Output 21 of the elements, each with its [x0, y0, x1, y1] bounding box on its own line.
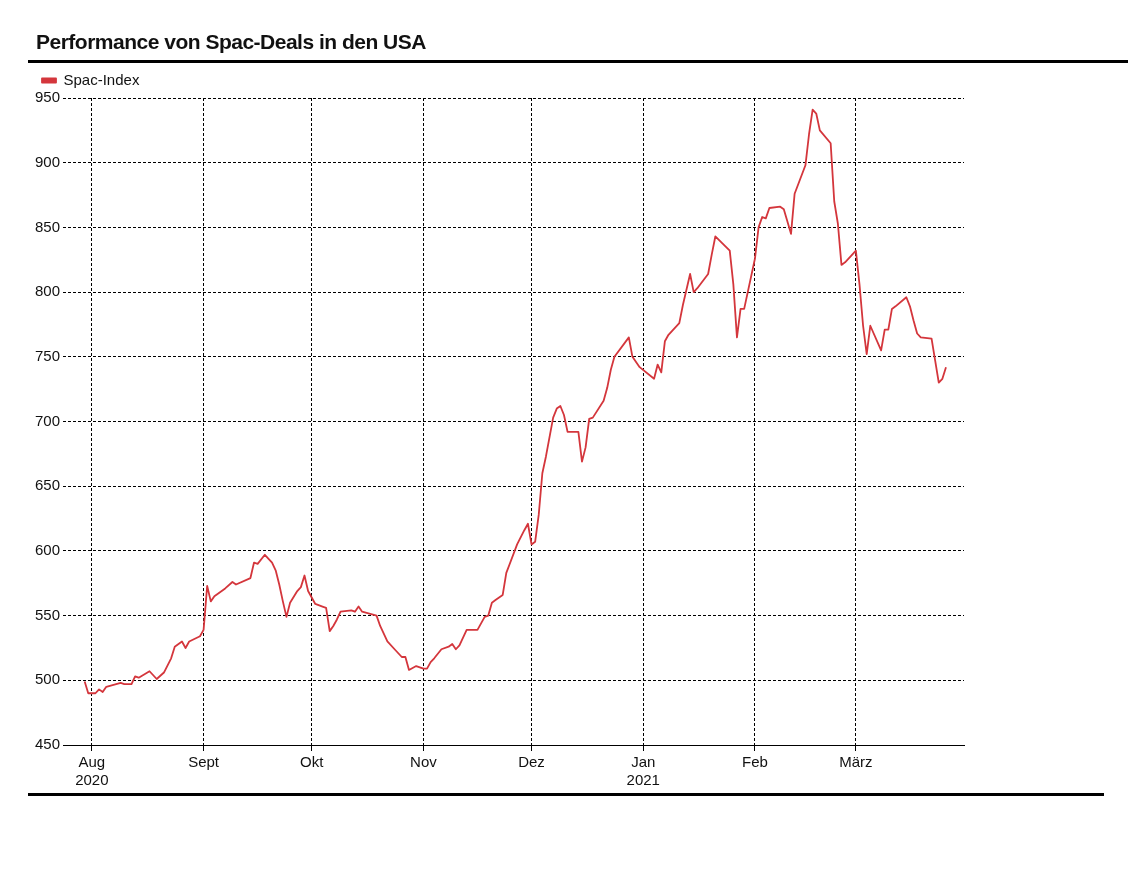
- y-tick-label: 450: [35, 735, 61, 753]
- y-tick-label: 750: [35, 346, 61, 364]
- y-tick-label: 950: [35, 88, 61, 106]
- y-tick-label: 600: [35, 541, 61, 559]
- x-tick-label: Nov: [410, 753, 438, 771]
- x-tick-label: Okt: [300, 753, 325, 771]
- y-tick-label: 700: [35, 411, 61, 429]
- y-tick-label: 900: [35, 152, 61, 170]
- y-tick-label: 650: [35, 476, 61, 494]
- x-tick-label: Feb: [742, 753, 768, 771]
- x-tick-label: Dez: [518, 753, 545, 771]
- y-tick-label: 800: [35, 282, 61, 300]
- y-tick-label: 850: [35, 217, 61, 235]
- x-tick-label: Aug 2020: [75, 753, 109, 789]
- x-tick-label: Sept: [188, 753, 220, 771]
- legend-label: Spac-Index: [63, 70, 140, 88]
- y-tick-label: 550: [35, 605, 61, 623]
- y-tick-label: 500: [35, 670, 61, 688]
- x-tick-label: März: [839, 753, 873, 771]
- x-tick-label: Jan 2021: [626, 753, 660, 789]
- chart-title: Performance von Spac-Deals in den USA: [28, 8, 1128, 63]
